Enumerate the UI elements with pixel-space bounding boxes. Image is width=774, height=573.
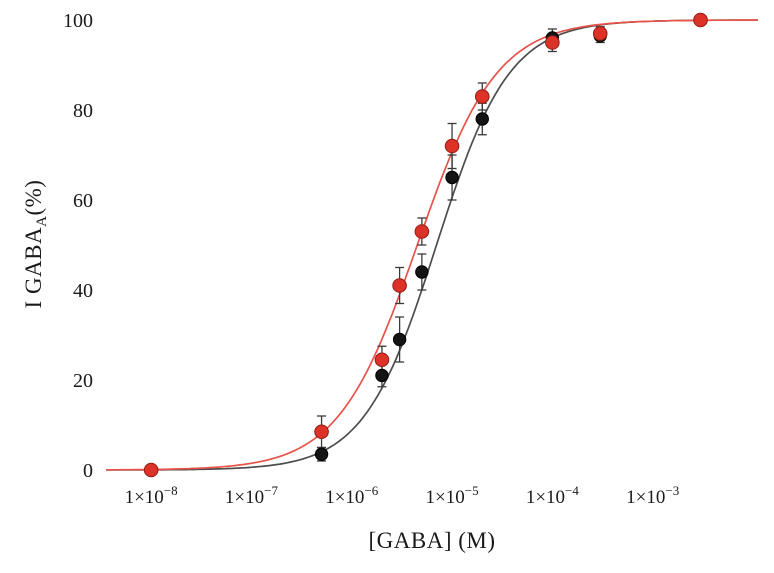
data-point-red	[143, 462, 159, 478]
data-point-red	[392, 278, 407, 293]
data-point-black	[415, 265, 429, 279]
data-point-red	[314, 424, 329, 440]
y-axis-title-unit: (%)	[21, 179, 46, 216]
x-tick-label: 1×10−4	[526, 483, 580, 508]
y-tick-label: 0	[83, 460, 93, 482]
data-point-black	[475, 112, 489, 126]
data-point-red	[444, 138, 460, 154]
y-tick-label: 60	[73, 190, 93, 212]
x-tick-label: 1×10−6	[325, 483, 379, 508]
y-tick-label: 20	[73, 370, 93, 392]
y-axis-title-main: I GABA	[21, 226, 46, 309]
x-axis-title: [GABA] (M)	[368, 528, 496, 553]
x-tick-label: 1×10−8	[125, 483, 178, 508]
fit-curve-black	[106, 19, 758, 471]
y-tick-label: 100	[63, 10, 93, 32]
data-point-red	[592, 26, 608, 41]
data-point-red	[374, 352, 390, 368]
data-point-black	[375, 368, 389, 383]
data-point-black	[392, 332, 407, 347]
x-tick-label: 1×10−5	[426, 483, 479, 508]
data-point-red	[414, 224, 430, 239]
x-tick-label: 1×10−3	[626, 483, 679, 508]
y-tick-label: 40	[73, 280, 93, 302]
data-point-red	[693, 12, 708, 28]
y-axis-title: I GABAA(%)	[21, 180, 51, 309]
data-point-red	[545, 35, 560, 50]
data-point-black	[445, 170, 459, 185]
data-point-black	[314, 447, 329, 461]
x-tick-label: 1×10−7	[225, 483, 279, 508]
y-tick-label: 80	[73, 100, 93, 122]
y-axis-title-subscript: A	[34, 215, 50, 227]
data-point-red	[474, 89, 490, 104]
fit-curve-red	[106, 19, 758, 471]
